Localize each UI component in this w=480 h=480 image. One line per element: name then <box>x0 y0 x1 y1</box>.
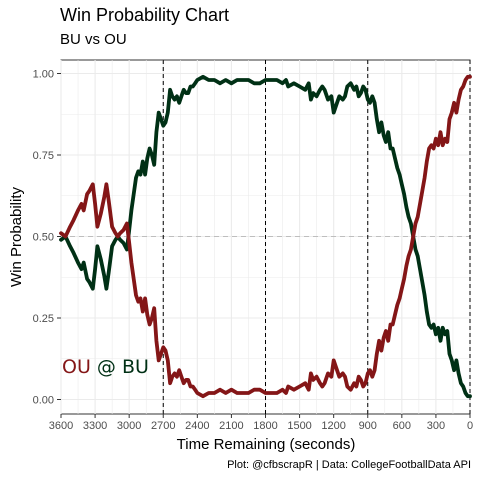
y-tick-label: 0.00 <box>33 395 54 407</box>
x-tick-label: 3000 <box>117 420 141 432</box>
y-axis-ticks: 0.00 0.25 0.50 0.75 1.00 <box>33 69 61 407</box>
chart-caption: Plot: @cfbscrapR | Data: CollegeFootball… <box>227 459 471 471</box>
home-team-label: BU <box>121 356 149 378</box>
series-line-ou <box>59 74 472 399</box>
y-tick-label: 0.50 <box>33 232 54 244</box>
chart-subtitle: BU vs OU <box>60 31 127 48</box>
at-symbol: @ <box>90 356 122 378</box>
x-axis-ticks: 3600 3300 3000 2700 2400 2100 1800 1500 1200 900 6… <box>49 414 473 432</box>
x-tick-label: 2400 <box>185 420 209 432</box>
y-tick-label: 0.75 <box>33 150 54 162</box>
y-tick-label: 1.00 <box>33 69 54 81</box>
x-tick-label: 300 <box>427 420 445 432</box>
x-tick-label: 0 <box>467 420 473 432</box>
x-axis-label: Time Remaining (seconds) <box>177 436 356 453</box>
x-tick-label: 3600 <box>49 420 73 432</box>
away-team-label: OU <box>62 356 91 378</box>
x-tick-label: 900 <box>359 420 377 432</box>
x-tick-label: 2700 <box>151 420 175 432</box>
series-layer <box>59 74 472 399</box>
matchup-label: OU @ BU <box>62 356 149 378</box>
x-tick-label: 1200 <box>321 420 345 432</box>
series-line-bu <box>59 74 472 399</box>
x-tick-label: 1500 <box>287 420 311 432</box>
chart-title: Win Probability Chart <box>60 5 230 25</box>
x-tick-label: 1800 <box>253 420 277 432</box>
x-tick-label: 600 <box>393 420 411 432</box>
reference-lines <box>61 60 471 414</box>
x-tick-label: 3300 <box>83 420 107 432</box>
y-axis-label: Win Probability <box>8 186 25 287</box>
y-tick-label: 0.25 <box>33 313 54 325</box>
x-tick-label: 2100 <box>219 420 243 432</box>
